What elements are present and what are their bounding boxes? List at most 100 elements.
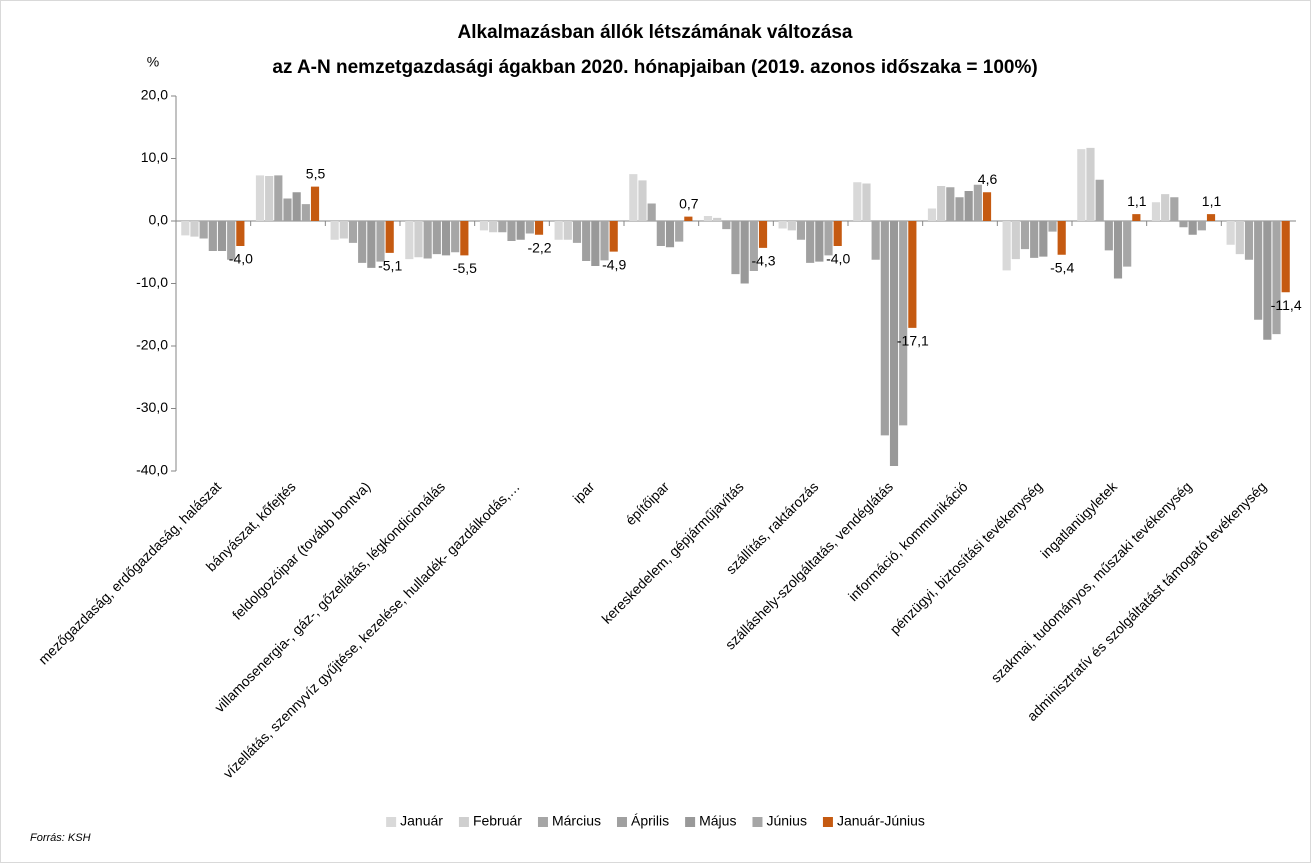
bar [460, 221, 469, 256]
bar [1254, 221, 1263, 320]
bar [609, 221, 618, 252]
bar [591, 221, 600, 266]
bar [665, 221, 675, 248]
bar [908, 221, 917, 328]
bar [330, 221, 339, 240]
bar [1057, 221, 1066, 255]
bar [749, 221, 758, 271]
bar [1039, 221, 1048, 257]
bar [880, 221, 889, 436]
y-unit: % [147, 54, 159, 70]
bar [889, 221, 899, 466]
legend-item: Március [537, 813, 601, 829]
bar [1226, 221, 1235, 245]
bar [871, 221, 880, 260]
bar [1188, 221, 1197, 235]
bar [534, 221, 544, 235]
bar [1002, 221, 1011, 271]
bar [451, 221, 460, 253]
bar [385, 221, 394, 253]
bar [1030, 221, 1039, 258]
source: Forrás: KSH [30, 832, 91, 844]
bar [525, 221, 534, 234]
data-label: -4,0 [826, 251, 850, 267]
legend-item: Január [386, 813, 443, 829]
bar [778, 221, 787, 229]
bar [348, 221, 358, 243]
bar [423, 221, 432, 259]
y-tick-label: -30,0 [136, 399, 168, 415]
bar [1086, 147, 1095, 221]
bar [946, 187, 955, 221]
data-label: 1,1 [1127, 193, 1147, 209]
bar [554, 221, 563, 240]
legend-item: Június [752, 813, 807, 829]
legend-swatch [458, 817, 469, 827]
bar [675, 221, 684, 242]
bar [1104, 221, 1113, 251]
bar [441, 221, 451, 256]
bar [582, 221, 591, 261]
bar [498, 221, 507, 233]
bar [274, 175, 283, 221]
bar [815, 221, 824, 262]
bar [339, 221, 348, 239]
bar [758, 221, 768, 248]
y-tick-label: -40,0 [136, 462, 168, 478]
bar [1151, 202, 1161, 221]
bar [236, 221, 245, 246]
bar [1179, 221, 1188, 228]
bar [731, 221, 740, 275]
bar [1170, 197, 1179, 221]
bar [722, 221, 731, 230]
data-label: 5,5 [306, 165, 326, 181]
legend-label: Május [699, 813, 736, 829]
bar [227, 221, 236, 260]
bar [479, 221, 489, 231]
legend-item: Április [616, 813, 669, 829]
bar [292, 192, 301, 221]
bar [572, 221, 582, 243]
bar [199, 221, 208, 239]
bar [358, 221, 367, 263]
y-tick-label: -20,0 [136, 337, 168, 353]
bar [255, 175, 265, 221]
bar [982, 192, 992, 221]
bar [1011, 221, 1020, 260]
bar [283, 198, 292, 221]
bar [638, 180, 647, 221]
bar [1161, 194, 1170, 221]
bar [432, 221, 441, 255]
bar [684, 216, 693, 221]
y-tick-label: 20,0 [141, 87, 168, 103]
legend-swatch [685, 817, 696, 827]
data-label: 4,6 [978, 171, 998, 187]
legend-item: Május [685, 813, 736, 829]
data-label: -5,5 [453, 260, 477, 276]
legend-label: Február [473, 813, 522, 829]
legend-label: Január [400, 813, 443, 829]
bar [656, 221, 665, 246]
bar [181, 221, 190, 236]
bar [899, 221, 908, 426]
bar [208, 221, 217, 251]
legend-label: Június [766, 813, 806, 829]
bar [1132, 214, 1141, 221]
y-tick-label: 10,0 [141, 149, 168, 165]
legend-swatch [822, 817, 833, 827]
bar [824, 221, 833, 256]
bar [1095, 179, 1104, 221]
data-label: -4,3 [751, 253, 775, 269]
bar [376, 221, 385, 262]
bar [1197, 221, 1206, 231]
legend-label: Január-Június [837, 813, 925, 829]
legend-item: Január-Június [822, 813, 925, 829]
bar [1020, 221, 1030, 250]
data-label: -11,4 [1271, 297, 1302, 313]
data-label: -17,1 [897, 333, 929, 349]
legend: Január Február Március Április Május Június Ja… [386, 813, 925, 829]
data-label: -5,4 [1050, 259, 1074, 275]
bar [964, 191, 973, 221]
